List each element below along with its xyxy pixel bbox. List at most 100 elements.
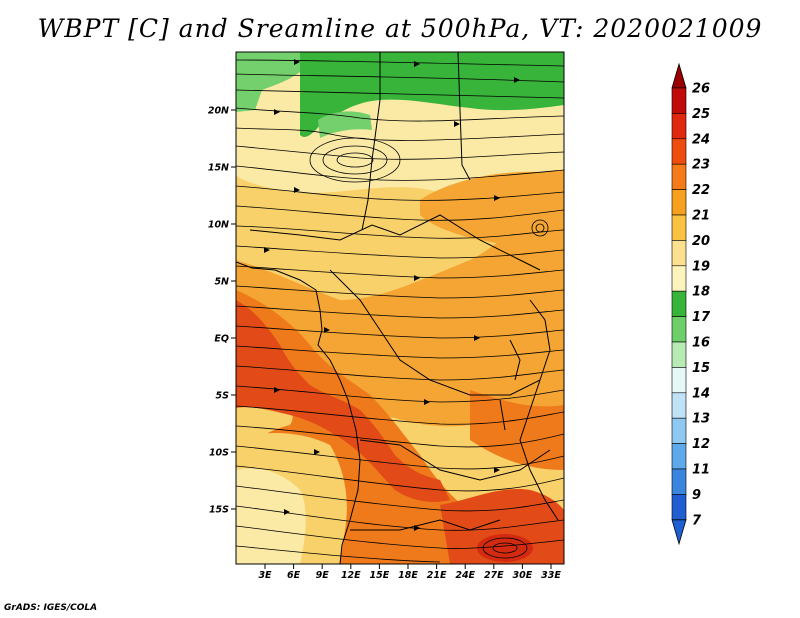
arrow bbox=[274, 387, 280, 393]
border-south bbox=[359, 439, 551, 481]
streamline bbox=[236, 73, 564, 83]
colorbar-top-arrow bbox=[671, 62, 687, 89]
arrow bbox=[294, 59, 300, 65]
colorbar-segment bbox=[671, 290, 687, 317]
east-coastline bbox=[519, 299, 559, 521]
streamline bbox=[236, 205, 564, 221]
streamline bbox=[236, 165, 564, 181]
wbpt-region-lightgreen-nw bbox=[236, 52, 300, 112]
longitude-axis: 3E 6E 9E 12E 15E 18E 21E 24E 27E 30E 33E bbox=[258, 564, 561, 581]
great-lakes-outline bbox=[499, 339, 521, 431]
colorbar-segment bbox=[671, 392, 687, 419]
wbpt-region-pale-southwest bbox=[236, 468, 306, 564]
colorbar-segment bbox=[671, 341, 687, 368]
latitude-axis: 20N 15N 10N 5N EQ 5S 10S 15S bbox=[208, 106, 236, 516]
arrow bbox=[474, 335, 480, 341]
lat-label: EQ bbox=[214, 334, 229, 345]
colorbar: 26 25 24 23 22 21 20 19 18 17 16 15 14 13 12 11 9 7 bbox=[671, 62, 711, 546]
arrow bbox=[424, 399, 430, 405]
eddy-north bbox=[336, 152, 374, 168]
wbpt-region-orange-ne bbox=[420, 170, 564, 252]
lon-label: 3E bbox=[258, 570, 272, 581]
streamline bbox=[236, 107, 564, 122]
colorbar-label: 18 bbox=[692, 285, 710, 300]
colorbar-segment bbox=[671, 214, 687, 241]
lon-label: 21E bbox=[427, 570, 447, 581]
map-title: WBPT [C] and Sreamline at 500hPa, VT: 20… bbox=[37, 14, 763, 43]
streamline bbox=[236, 365, 564, 381]
arrow bbox=[294, 187, 300, 193]
lat-label: 15S bbox=[209, 505, 229, 516]
colorbar-segment bbox=[671, 468, 687, 495]
colorbar-segment bbox=[671, 316, 687, 343]
lon-label: 6E bbox=[287, 570, 301, 581]
colorbar-label: 7 bbox=[692, 513, 702, 528]
grads-credit: GrADS: IGES/COLA bbox=[4, 603, 98, 613]
colorbar-label: 19 bbox=[692, 259, 710, 274]
colorbar-label: 12 bbox=[692, 437, 710, 452]
streamline bbox=[236, 325, 564, 339]
arrow bbox=[514, 77, 520, 83]
colorbar-segment bbox=[671, 417, 687, 444]
lon-label: 33E bbox=[541, 570, 561, 581]
colorbar-label: 20 bbox=[692, 234, 710, 249]
colorbar-label: 17 bbox=[692, 310, 711, 325]
lat-label: 5S bbox=[216, 391, 230, 402]
arrow bbox=[324, 327, 330, 333]
colorbar-segment bbox=[671, 494, 687, 521]
lon-label: 15E bbox=[370, 570, 390, 581]
colorbar-label: 13 bbox=[692, 412, 710, 427]
map-plot-area bbox=[236, 52, 564, 564]
streamline bbox=[236, 59, 564, 67]
arrow bbox=[454, 121, 460, 127]
colorbar-segment bbox=[671, 367, 687, 394]
streamline bbox=[236, 305, 564, 319]
lon-label: 9E bbox=[316, 570, 330, 581]
colorbar-segment bbox=[671, 87, 687, 114]
arrow bbox=[494, 467, 500, 473]
lon-label: 18E bbox=[398, 570, 418, 581]
eddy-east bbox=[531, 219, 549, 237]
colorbar-label: 14 bbox=[692, 386, 710, 401]
wbpt-shading bbox=[236, 52, 564, 564]
colorbar-label: 23 bbox=[692, 158, 710, 173]
colorbar-segment bbox=[671, 443, 687, 470]
arrow bbox=[274, 109, 280, 115]
streamline bbox=[236, 465, 564, 492]
country-borders bbox=[236, 52, 559, 564]
map-frame bbox=[235, 51, 565, 565]
lon-label: 30E bbox=[513, 570, 533, 581]
colorbar-label: 26 bbox=[692, 82, 710, 97]
lon-label: 12E bbox=[341, 570, 361, 581]
colorbar-label: 15 bbox=[692, 361, 710, 376]
streamline-arrows bbox=[264, 59, 520, 531]
lat-label: 20N bbox=[208, 106, 229, 117]
colorbar-label: 21 bbox=[692, 209, 710, 224]
streamline bbox=[236, 485, 564, 512]
streamline bbox=[236, 127, 564, 141]
streamline bbox=[236, 145, 564, 160]
arrow bbox=[414, 525, 420, 531]
border-north-2 bbox=[457, 52, 471, 181]
arrow bbox=[414, 61, 420, 67]
border-sahel bbox=[249, 214, 541, 271]
wbpt-region-deepred-vortex bbox=[477, 534, 533, 562]
streamline bbox=[236, 445, 564, 470]
colorbar-label: 22 bbox=[692, 183, 710, 198]
streamline bbox=[236, 265, 564, 279]
border-central bbox=[329, 269, 541, 396]
arrow bbox=[264, 247, 270, 253]
vortex-south bbox=[492, 542, 518, 554]
streamline bbox=[236, 185, 564, 201]
streamline bbox=[236, 425, 564, 448]
lat-label: 15N bbox=[208, 163, 229, 174]
lon-label: 27E bbox=[484, 570, 504, 581]
lon-label: 24E bbox=[455, 570, 475, 581]
eddy-north bbox=[309, 137, 401, 183]
arrow bbox=[414, 275, 420, 281]
colorbar-label: 24 bbox=[692, 132, 710, 147]
arrow bbox=[494, 195, 500, 201]
streamline bbox=[236, 225, 564, 239]
eddy-north bbox=[322, 145, 388, 175]
vortex-south bbox=[482, 537, 528, 559]
